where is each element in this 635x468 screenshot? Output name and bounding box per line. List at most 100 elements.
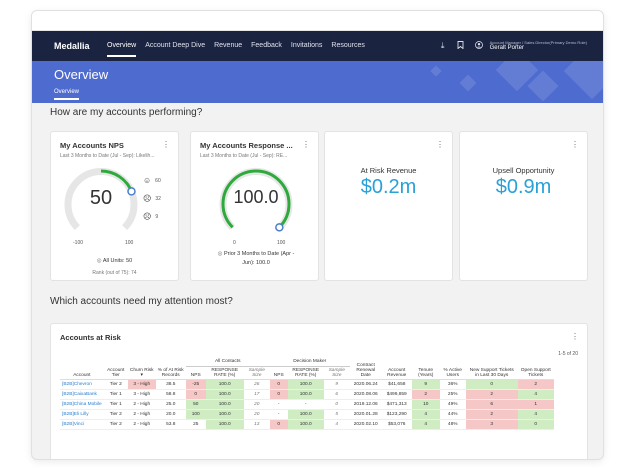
response-card-subtitle: Last 3 Months to Date (Jul - Sep): RE... (200, 153, 288, 159)
cell-dm-nps: 0 (269, 379, 288, 390)
cell-tenure: 9 (411, 379, 440, 390)
cell-new-tickets: 2 (465, 409, 518, 420)
response-max: 100 (277, 240, 286, 246)
cell-rr: 100.0 (205, 379, 244, 390)
col-renewal-date[interactable]: Contract Renewal Date (349, 358, 382, 380)
col-nps[interactable]: NPS (185, 366, 206, 380)
cell-open-tickets: 4 (517, 389, 554, 400)
cell-pct: 25.0 (155, 399, 186, 410)
nps-gauge-knob (127, 187, 136, 196)
response-value: 100.0 (233, 187, 279, 207)
cell-active: 44% (439, 409, 466, 420)
col-dm-response-rate[interactable]: RESPONSE RATE (%) (287, 366, 324, 380)
cell-dm-rr: 100.0 (287, 389, 324, 400)
col-active-users[interactable]: % Active Users (439, 358, 466, 380)
cell-pct: 38.5 (155, 379, 186, 390)
cell-tenure: 2 (411, 389, 440, 400)
nav-tab-revenue[interactable]: Revenue (214, 42, 243, 49)
nps-rank: Rank (out of 75): 74 (92, 270, 137, 276)
nav-tab-invitations[interactable]: Invitations (290, 42, 323, 49)
cell-ss: 20 (243, 399, 270, 410)
cell-revenue: $471,313 (381, 399, 412, 410)
col-open-tickets[interactable]: Open Support Tickets (517, 358, 554, 380)
cell-open-tickets: 4 (517, 409, 554, 420)
user-role: Account Manager / Sales Director(Primary… (489, 39, 587, 45)
upsell-card-menu-icon[interactable]: ⋮ (571, 140, 579, 149)
brand-logo: Medallia (54, 41, 90, 51)
user-menu[interactable]: Account Manager / Sales Director(Primary… (489, 39, 587, 52)
risk-card-label: At Risk Revenue (360, 166, 417, 175)
accounts-table: Account Account Tier Churn Risk ▾ % of A… (60, 358, 554, 430)
nps-card-menu-icon[interactable]: ⋮ (162, 140, 170, 149)
col-sample-size[interactable]: Sample Size (243, 366, 270, 380)
cell-nps: 0 (185, 389, 206, 400)
cell-rr: 100.0 (205, 389, 244, 400)
cell-renewal: 2020.08.06 (349, 389, 382, 400)
cell-renewal: 2019.12.06 (349, 399, 382, 410)
cell-nps: 50 (185, 399, 206, 410)
cell-pct: 58.8 (155, 389, 186, 400)
cell-dm-rr: 100.0 (287, 379, 324, 390)
cell-dm-rr: 100.0 (287, 419, 324, 430)
col-dm-nps[interactable]: NPS (269, 366, 288, 380)
nav-tab-account-deep-dive[interactable]: Account Deep Dive (145, 42, 206, 49)
cell-account[interactable]: [B2B]China Mobile (60, 399, 104, 410)
promoters-row: ☺ 60 (143, 176, 161, 185)
section-title-attention: Which accounts need my attention most? (50, 296, 233, 307)
response-gauge-fill (221, 169, 291, 229)
sort-icon[interactable]: ▾ (140, 372, 143, 378)
cell-dm-ss: 4 (323, 419, 350, 430)
group-decision-maker: Decision Maker (269, 358, 350, 367)
risk-card-menu-icon[interactable]: ⋮ (436, 140, 444, 149)
cell-open-tickets: 1 (517, 399, 554, 410)
group-all-contacts: All Contacts (185, 358, 270, 367)
col-response-rate[interactable]: RESPONSE RATE (%) (205, 366, 244, 380)
cell-dm-rr: - (287, 399, 324, 410)
cell-pct: 53.8 (155, 419, 186, 430)
nav-tab-overview[interactable]: Overview (107, 31, 137, 61)
subtab-overview[interactable]: Overview (54, 89, 80, 100)
cell-nps: 100 (185, 409, 206, 420)
sad-face-icon: ☹ (143, 212, 152, 221)
download-icon[interactable]: ⤓ (440, 40, 445, 50)
response-card-menu-icon[interactable]: ⋮ (302, 140, 310, 149)
page-title: Overview (54, 67, 109, 82)
col-churn-risk[interactable]: Churn Risk ▾ (127, 358, 156, 380)
nav-tab-feedback[interactable]: Feedback (251, 42, 282, 49)
cell-account[interactable]: [B2B]Chevron (60, 379, 104, 390)
cell-revenue: $41,658 (381, 379, 412, 390)
cell-tier: Tier 1 (103, 399, 128, 410)
cell-rr: 100.0 (205, 419, 244, 430)
col-new-tickets[interactable]: New Support Tickets in Last 30 Days (465, 358, 518, 380)
cell-account[interactable]: [B2B]Vinci (60, 419, 104, 430)
col-account-revenue[interactable]: Account Revenue (381, 358, 412, 380)
cell-open-tickets: 0 (517, 419, 554, 430)
cell-tier: Tier 2 (103, 379, 128, 390)
cell-open-tickets: 2 (517, 379, 554, 390)
table-menu-icon[interactable]: ⋮ (571, 332, 579, 341)
location-pin-icon: ◎ (96, 258, 102, 264)
col-account[interactable]: Account (60, 358, 104, 380)
cell-tenure: 10 (411, 399, 440, 410)
neutral-face-icon: ☹ (143, 194, 152, 203)
cell-account[interactable]: [B2B]Eli Lilly (60, 409, 104, 420)
response-rate-card: My Accounts Response ... Last 3 Months t… (190, 131, 319, 281)
cell-tier: Tier 2 (103, 409, 128, 420)
cell-revenue: $53,076 (381, 419, 412, 430)
col-tenure[interactable]: Tenure (Years) (411, 358, 440, 380)
response-gauge (219, 168, 293, 232)
bookmark-icon[interactable] (456, 41, 466, 51)
user-icon[interactable] (474, 41, 484, 51)
nav-tab-resources[interactable]: Resources (331, 42, 365, 49)
col-pct-at-risk[interactable]: % of At Risk Records (155, 358, 186, 380)
cell-account[interactable]: [B2B]CaixaBank (60, 389, 104, 400)
col-dm-sample-size[interactable]: Sample Size (323, 366, 350, 380)
detractors-row: ☹ 9 (143, 212, 158, 221)
col-account-tier[interactable]: Account Tier (103, 358, 128, 380)
nav-right-tools: ⤓ Account Manager / Sales Director(Prima… (430, 39, 587, 52)
